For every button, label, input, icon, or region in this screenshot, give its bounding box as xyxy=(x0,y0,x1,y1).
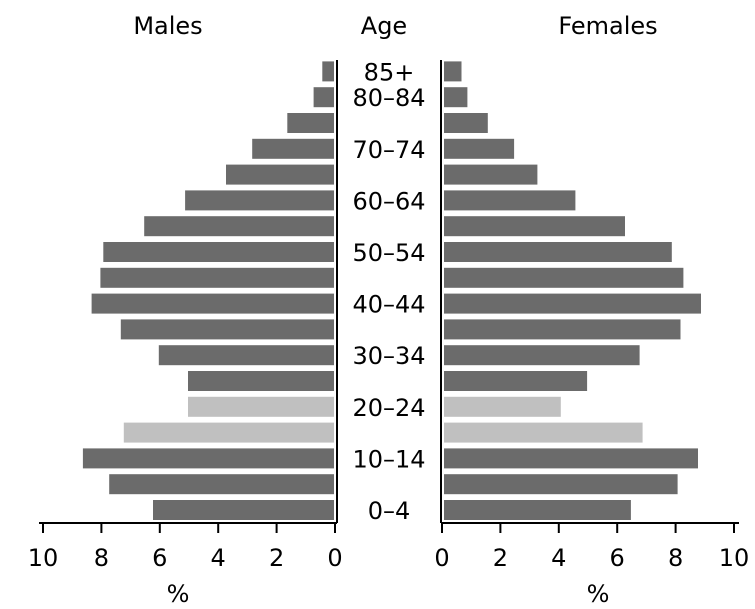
female-tick-label: 10 xyxy=(719,544,750,572)
male-bar xyxy=(185,190,334,211)
male-bar xyxy=(188,396,334,417)
male-tick-label: 4 xyxy=(211,544,226,572)
male-bar xyxy=(82,448,335,469)
female-tick-label: 2 xyxy=(493,544,508,572)
male-bar xyxy=(123,422,334,443)
age-header: Age xyxy=(361,12,407,40)
female-bar xyxy=(444,345,640,366)
age-group-label: 20–24 xyxy=(352,394,425,422)
male-tick-label: 0 xyxy=(327,544,342,572)
male-bar xyxy=(103,242,334,262)
female-bar xyxy=(444,293,701,314)
male-bar xyxy=(158,345,334,366)
female-bar xyxy=(444,319,681,340)
female-bar xyxy=(444,474,678,495)
female-ticks: 0 2 4 6 8 10 xyxy=(434,523,749,572)
female-bar xyxy=(444,164,538,185)
age-group-label: 10–14 xyxy=(352,445,425,473)
male-bar xyxy=(120,319,334,340)
female-tick-label: 0 xyxy=(434,544,449,572)
female-bar xyxy=(444,87,468,108)
males-header: Males xyxy=(133,12,202,40)
male-bar xyxy=(313,87,334,108)
age-group-label: 60–64 xyxy=(352,187,425,215)
female-bar xyxy=(444,371,588,391)
female-bar xyxy=(444,113,488,133)
male-bar xyxy=(144,216,334,237)
female-bar xyxy=(444,448,698,469)
female-bar xyxy=(444,61,462,82)
female-bar xyxy=(444,190,576,211)
male-tick-label: 8 xyxy=(94,544,109,572)
female-tick-label: 4 xyxy=(551,544,566,572)
female-bar xyxy=(444,138,515,159)
male-bar xyxy=(322,61,334,82)
female-bar xyxy=(444,500,631,520)
male-bar xyxy=(91,293,334,314)
male-x-axis-unit: % xyxy=(167,580,190,608)
female-tick-label: 6 xyxy=(610,544,625,572)
female-bar xyxy=(444,267,684,288)
age-group-label: 0–4 xyxy=(368,497,411,525)
male-bars xyxy=(82,61,335,520)
male-bar xyxy=(252,138,334,159)
female-bar xyxy=(444,422,643,443)
age-group-label: 85+ xyxy=(364,58,415,86)
age-group-label: 80–84 xyxy=(352,84,425,112)
female-bars xyxy=(444,61,701,520)
age-group-label: 70–74 xyxy=(352,136,425,164)
male-bar xyxy=(153,500,334,520)
male-ticks: 10 8 6 4 2 0 xyxy=(28,523,343,572)
male-bar xyxy=(226,164,334,185)
male-tick-label: 2 xyxy=(269,544,284,572)
female-tick-label: 8 xyxy=(668,544,683,572)
age-group-label: 40–44 xyxy=(352,291,425,319)
male-bar xyxy=(100,267,335,288)
male-bar xyxy=(109,474,334,495)
female-bar xyxy=(444,216,625,237)
male-bar xyxy=(188,371,334,391)
female-x-axis-unit: % xyxy=(587,580,610,608)
age-group-label: 30–34 xyxy=(352,342,425,370)
age-group-label: 50–54 xyxy=(352,239,425,267)
age-labels: 0–4 10–14 20–24 30–34 40–44 50–54 60–64 70–74 80… xyxy=(352,58,425,525)
male-bar xyxy=(287,113,334,133)
females-header: Females xyxy=(558,12,657,40)
male-tick-label: 10 xyxy=(28,544,59,572)
male-tick-label: 6 xyxy=(152,544,167,572)
female-bar xyxy=(444,396,561,417)
female-bar xyxy=(444,242,672,262)
